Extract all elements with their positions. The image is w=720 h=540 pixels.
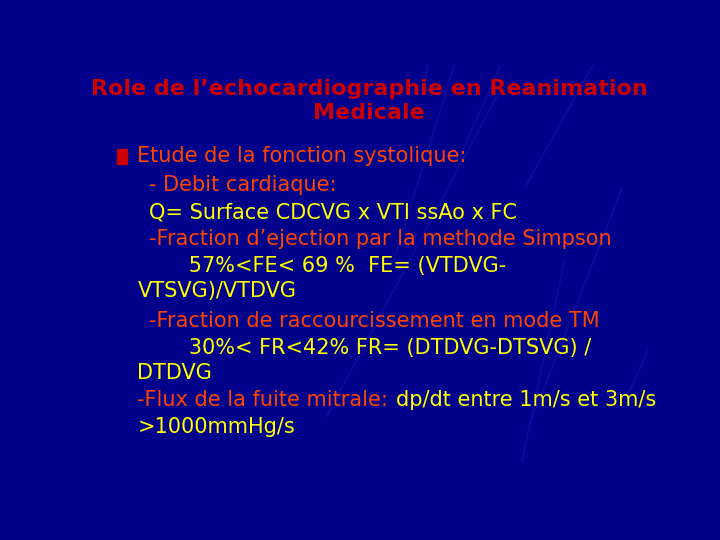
Text: -Fraction de raccourcissement en mode TM: -Fraction de raccourcissement en mode TM xyxy=(148,310,599,330)
Text: -Flux de la fuite mitrale:: -Flux de la fuite mitrale: xyxy=(138,390,395,410)
Text: -Fraction d’ejection par la methode Simpson: -Fraction d’ejection par la methode Simp… xyxy=(148,230,611,249)
Text: Etude de la fonction systolique:: Etude de la fonction systolique: xyxy=(138,146,467,166)
Text: VTSVG)/VTDVG: VTSVG)/VTDVG xyxy=(138,281,297,301)
Text: - Debit cardiaque:: - Debit cardiaque: xyxy=(148,176,336,195)
Text: Q= Surface CDCVG x VTI ssAo x FC: Q= Surface CDCVG x VTI ssAo x FC xyxy=(148,202,516,222)
Text: DTDVG: DTDVG xyxy=(138,363,212,383)
Text: 57%<FE< 69 %  FE= (VTDVG-: 57%<FE< 69 % FE= (VTDVG- xyxy=(148,256,506,276)
FancyBboxPatch shape xyxy=(117,149,127,164)
Text: dp/dt entre 1m/s et 3m/s: dp/dt entre 1m/s et 3m/s xyxy=(396,390,657,410)
Text: Role de l’echocardiographie en Reanimation
Medicale: Role de l’echocardiographie en Reanimati… xyxy=(91,79,647,123)
Text: >1000mmHg/s: >1000mmHg/s xyxy=(138,416,295,436)
Text: 30%< FR<42% FR= (DTDVG-DTSVG) /: 30%< FR<42% FR= (DTDVG-DTSVG) / xyxy=(148,338,591,357)
